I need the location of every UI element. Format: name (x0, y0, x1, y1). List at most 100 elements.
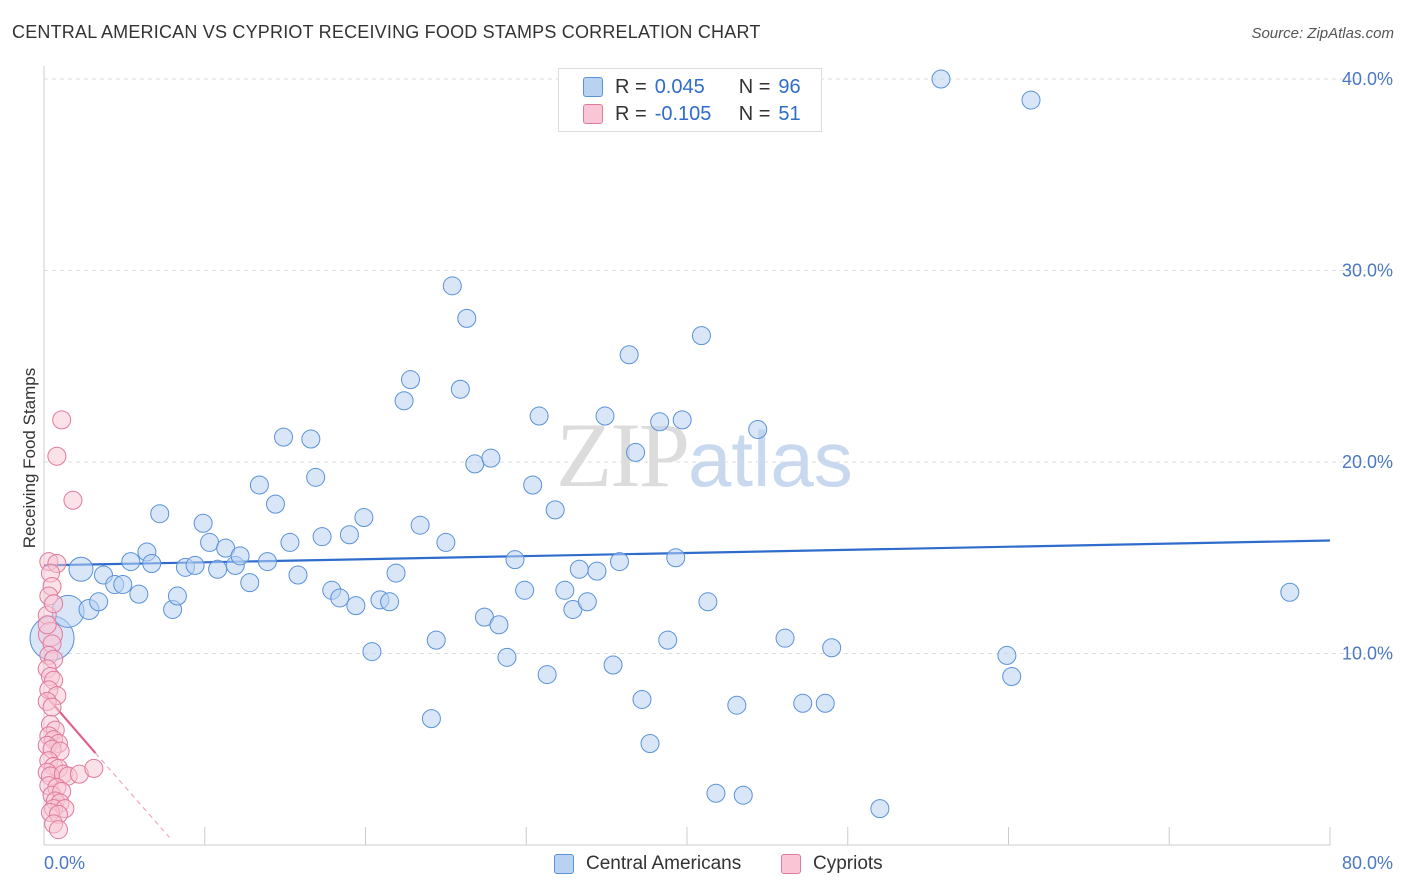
bottom-legend-swatch-cypriot (781, 854, 801, 874)
central-americans-point (870, 799, 890, 819)
central-americans-point (515, 580, 535, 600)
central-americans-point (129, 584, 149, 604)
bottom-legend-label-cypriot: Cypriots (813, 853, 883, 874)
central-americans-point (410, 515, 430, 535)
central-americans-point (280, 532, 300, 552)
legend-n-label: N = (738, 102, 771, 125)
central-americans-point (815, 693, 835, 713)
central-americans-points (29, 69, 1300, 819)
cypriots-point (42, 697, 62, 717)
central-americans-point (609, 552, 629, 572)
central-americans-point (793, 693, 813, 713)
central-americans-point (698, 592, 718, 612)
central-americans-point (312, 527, 332, 547)
central-americans-point (577, 592, 597, 612)
central-americans-point (481, 448, 501, 468)
bottom-legend-swatch-central (554, 854, 574, 874)
legend-n-value: 51 (778, 102, 801, 125)
central-americans-point (185, 555, 205, 575)
watermark-atlas: atlas (688, 415, 853, 503)
central-americans-point (529, 406, 549, 426)
central-americans-point (505, 550, 525, 570)
axes (43, 66, 1331, 846)
bottom-legend-central: Central Americans (554, 851, 741, 877)
central-americans-point (249, 475, 269, 495)
central-americans-point (167, 586, 187, 606)
legend-r-value: 0.045 (654, 75, 705, 98)
central-americans-point (380, 592, 400, 612)
central-americans-point (465, 454, 485, 474)
central-americans-point (450, 379, 470, 399)
central-americans-point (401, 370, 421, 390)
central-americans-point (658, 630, 678, 650)
trend-line-cypriots-extension (94, 752, 170, 838)
central-americans-point (200, 532, 220, 552)
central-americans-point (706, 783, 726, 803)
central-americans-point (394, 391, 414, 411)
central-americans-point (426, 630, 446, 650)
central-americans-point (1002, 666, 1022, 686)
central-americans-point (386, 563, 406, 583)
central-americans-point (421, 709, 441, 729)
central-americans-point (595, 406, 615, 426)
legend-r-value: -0.105 (654, 102, 712, 125)
cypriots-point (47, 446, 67, 466)
central-americans-point (257, 552, 277, 572)
cypriots-point (44, 594, 64, 614)
central-americans-point (727, 695, 747, 715)
central-americans-point (619, 345, 639, 365)
central-americans-point (569, 559, 589, 579)
central-americans-point (301, 429, 321, 449)
central-americans-point (672, 410, 692, 430)
central-americans-point (666, 548, 686, 568)
central-americans-point (1021, 90, 1041, 110)
central-americans-point (822, 638, 842, 658)
central-americans-point (497, 647, 517, 667)
central-americans-point (457, 308, 477, 328)
central-americans-point (346, 596, 366, 616)
central-americans-point (442, 276, 462, 296)
chart-title: CENTRAL AMERICAN VS CYPRIOT RECEIVING FO… (12, 22, 761, 42)
y-tick-label: 20.0% (1342, 452, 1393, 472)
central-americans-point (113, 575, 133, 595)
central-americans-point (121, 552, 141, 572)
central-americans-point (150, 504, 170, 524)
legend-swatch-cypriot (583, 104, 603, 124)
y-tick-label: 10.0% (1342, 644, 1393, 664)
central-americans-point (587, 561, 607, 581)
central-americans-point (193, 513, 213, 533)
x-tick-label-min: 0.0% (44, 853, 85, 873)
legend-row-central: R = 0.045 N = 96 (583, 74, 801, 100)
legend-swatch-central (583, 77, 603, 97)
central-americans-point (240, 573, 260, 593)
central-americans-point (288, 565, 308, 585)
central-americans-point (537, 665, 557, 685)
central-americans-point (68, 556, 94, 582)
central-americans-point (306, 467, 326, 487)
central-americans-point (632, 689, 652, 709)
tick-labels: 10.0% 20.0% 30.0% 40.0% 0.0% 80.0% (44, 69, 1393, 873)
central-americans-point (362, 642, 382, 662)
legend-row-cypriot: R = -0.105 N = 51 (583, 101, 801, 127)
cypriots-point (48, 820, 68, 840)
central-americans-point (931, 69, 951, 89)
legend-r-label: R = (615, 75, 647, 98)
central-americans-point (603, 655, 623, 675)
bottom-legend-label-central: Central Americans (586, 853, 742, 874)
central-americans-point (650, 412, 670, 432)
central-americans-point (330, 588, 350, 608)
central-americans-point (626, 442, 646, 462)
legend-n-label: N = (738, 75, 771, 98)
cypriots-point (63, 490, 83, 510)
central-americans-point (523, 475, 543, 495)
central-americans-point (274, 427, 294, 447)
cypriots-point (37, 615, 57, 635)
central-americans-point (1280, 582, 1300, 602)
legend-n-value: 96 (778, 75, 801, 98)
central-americans-point (142, 553, 162, 573)
central-americans-point (354, 508, 374, 528)
y-tick-label: 40.0% (1342, 69, 1393, 89)
y-axis-label: Receiving Food Stamps (20, 368, 39, 548)
central-americans-point (997, 645, 1017, 665)
